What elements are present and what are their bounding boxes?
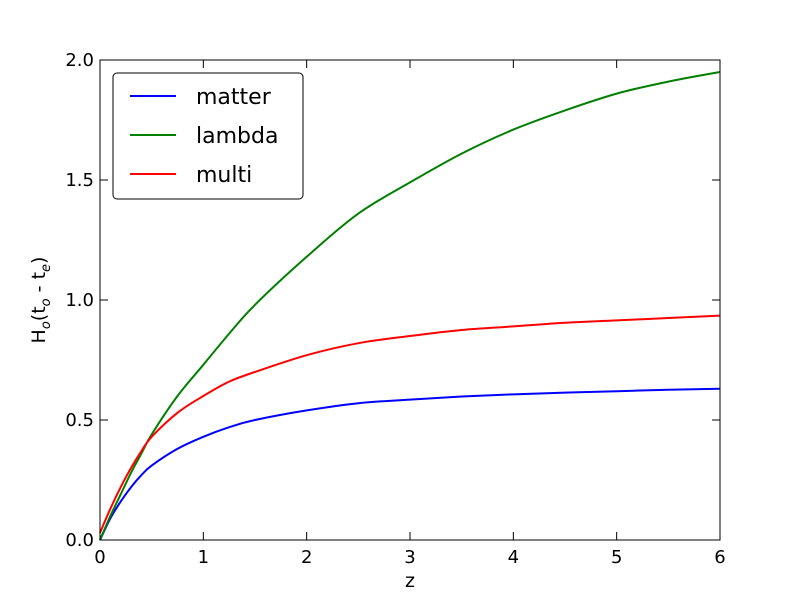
y-label-sub-2: e bbox=[39, 264, 54, 272]
legend-box bbox=[112, 72, 304, 200]
x-tick-label: 2 bbox=[301, 547, 312, 568]
x-tick-label: 0 bbox=[94, 547, 105, 568]
series-line-matter bbox=[99, 387, 721, 541]
x-tick-label: 6 bbox=[714, 547, 725, 568]
y-label-sub-main: o bbox=[39, 321, 54, 329]
plot-frame bbox=[99, 59, 721, 541]
y-tick-label: 1.5 bbox=[65, 170, 94, 191]
series-line-lambda bbox=[99, 71, 721, 541]
y-axis-label: Ho(to - te) bbox=[28, 257, 54, 344]
tick-layer: 0 1 2 3 4 5 6 0.0 0.5 1.0 1.5 2.0 bbox=[65, 50, 725, 568]
legend-label-multi: multi bbox=[196, 163, 252, 188]
series-layer bbox=[99, 71, 721, 541]
x-tick-label: 1 bbox=[198, 547, 209, 568]
y-label-open: (t bbox=[28, 306, 50, 321]
legend-label-lambda: lambda bbox=[196, 124, 278, 149]
y-tick-label: 0.0 bbox=[65, 530, 94, 551]
x-tick-label: 3 bbox=[404, 547, 415, 568]
y-tick-label: 0.5 bbox=[65, 410, 94, 431]
series-line-multi bbox=[99, 314, 721, 534]
y-tick-label: 1.0 bbox=[65, 290, 94, 311]
y-tick-label: 2.0 bbox=[65, 50, 94, 71]
x-tick-label: 5 bbox=[611, 547, 622, 568]
x-tick-label: 4 bbox=[508, 547, 519, 568]
y-label-close: ) bbox=[28, 257, 50, 264]
y-label-mid: - t bbox=[28, 272, 50, 298]
x-axis-label: z bbox=[405, 570, 415, 592]
legend: matter lambda multi bbox=[112, 72, 304, 200]
y-label-sub-1: o bbox=[39, 298, 54, 306]
y-label-main: H bbox=[28, 329, 50, 343]
legend-label-matter: matter bbox=[196, 85, 272, 110]
